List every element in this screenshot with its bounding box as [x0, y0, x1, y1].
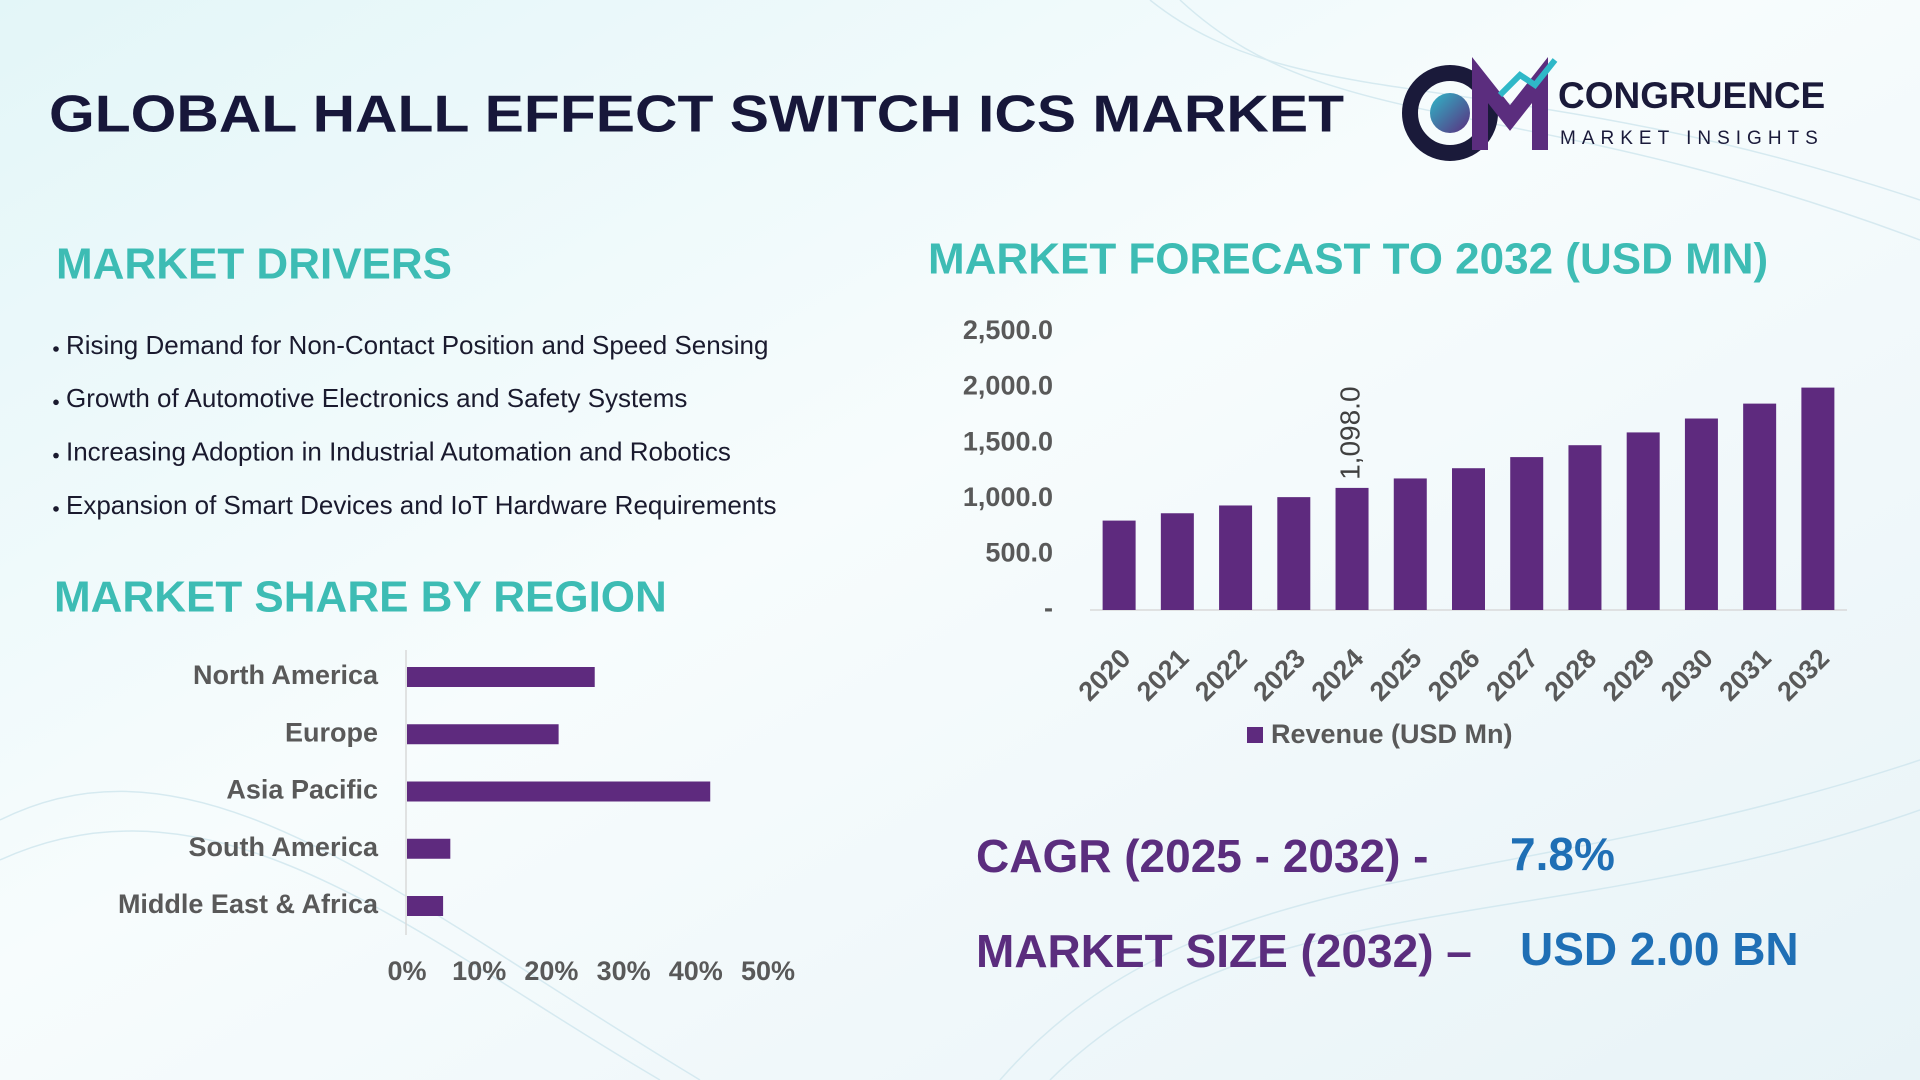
- y-tick-label: 2,500.0: [963, 315, 1053, 345]
- bar: [1743, 403, 1777, 610]
- category-label: Middle East & Africa: [118, 889, 379, 919]
- category-label: Europe: [285, 717, 378, 747]
- bar: [1277, 497, 1311, 610]
- category-label: South America: [188, 832, 379, 862]
- driver-item: Expansion of Smart Devices and IoT Hardw…: [66, 490, 777, 520]
- bar: [407, 896, 444, 916]
- bar: [1335, 487, 1369, 610]
- y-tick-label: 2,000.0: [963, 371, 1053, 401]
- drivers-heading: MARKET DRIVERS: [56, 240, 452, 289]
- x-tick-label: 10%: [452, 956, 506, 986]
- x-tick-label: 20%: [524, 956, 578, 986]
- logo-name: CONGRUENCE: [1558, 75, 1825, 116]
- bar: [1510, 457, 1544, 610]
- category-label: North America: [193, 660, 379, 690]
- bar: [1568, 445, 1602, 610]
- logo-m: [1472, 56, 1548, 150]
- bar: [1393, 478, 1427, 610]
- y-tick-label: 1,500.0: [963, 426, 1053, 456]
- bar: [1102, 520, 1136, 610]
- logo-arrow: [1497, 58, 1558, 98]
- legend-swatch: [1247, 727, 1263, 743]
- bullet-dot: [53, 346, 59, 352]
- cagr-label: CAGR (2025 - 2032) -: [976, 830, 1429, 882]
- size-label: MARKET SIZE (2032) –: [976, 925, 1472, 977]
- driver-item: Growth of Automotive Electronics and Saf…: [66, 383, 687, 413]
- bullet-dot: [53, 452, 59, 459]
- bar: [407, 838, 451, 859]
- logo-ring: [1402, 65, 1498, 161]
- y-tick-label: 1,000.0: [963, 482, 1053, 512]
- x-tick-label: 30%: [597, 956, 651, 986]
- driver-item: Increasing Adoption in Industrial Automa…: [66, 436, 731, 466]
- bar: [1219, 505, 1253, 610]
- legend-label: Revenue (USD Mn): [1271, 719, 1513, 749]
- cagr-value: 7.8%: [1510, 828, 1615, 880]
- driver-item: Rising Demand for Non-Contact Position a…: [66, 330, 768, 360]
- bar: [407, 781, 711, 802]
- bullet-dot: [53, 399, 59, 406]
- y-tick-label: 500.0: [985, 538, 1053, 568]
- size-value: USD 2.00 BN: [1520, 923, 1799, 975]
- page-title: GLOBAL HALL EFFECT SWITCH ICS MARKET: [49, 86, 1344, 144]
- drivers-list: Rising Demand for Non-Contact Position a…: [53, 330, 777, 520]
- bar: [1452, 468, 1485, 610]
- category-label: Asia Pacific: [226, 775, 378, 805]
- y-tick-label: -: [1044, 593, 1053, 623]
- x-tick-label: 50%: [741, 956, 795, 986]
- bar: [1801, 387, 1835, 610]
- bar: [1684, 418, 1718, 610]
- bar: [1626, 432, 1660, 610]
- bar: [407, 667, 595, 687]
- bullet-dot: [53, 506, 59, 512]
- logo-tagline: MARKET INSIGHTS: [1560, 128, 1824, 149]
- bar: [1160, 513, 1194, 610]
- x-tick-label: 0%: [387, 956, 426, 986]
- logo: CONGRUENCE MARKET INSIGHTS: [1402, 56, 1825, 161]
- logo-globe: [1430, 93, 1470, 133]
- region-heading: MARKET SHARE BY REGION: [54, 573, 667, 622]
- x-tick-label: 40%: [669, 956, 723, 986]
- forecast-heading: MARKET FORECAST TO 2032 (USD MN): [928, 235, 1768, 284]
- value-label: 1,098.0: [1334, 386, 1365, 479]
- bar: [407, 724, 559, 745]
